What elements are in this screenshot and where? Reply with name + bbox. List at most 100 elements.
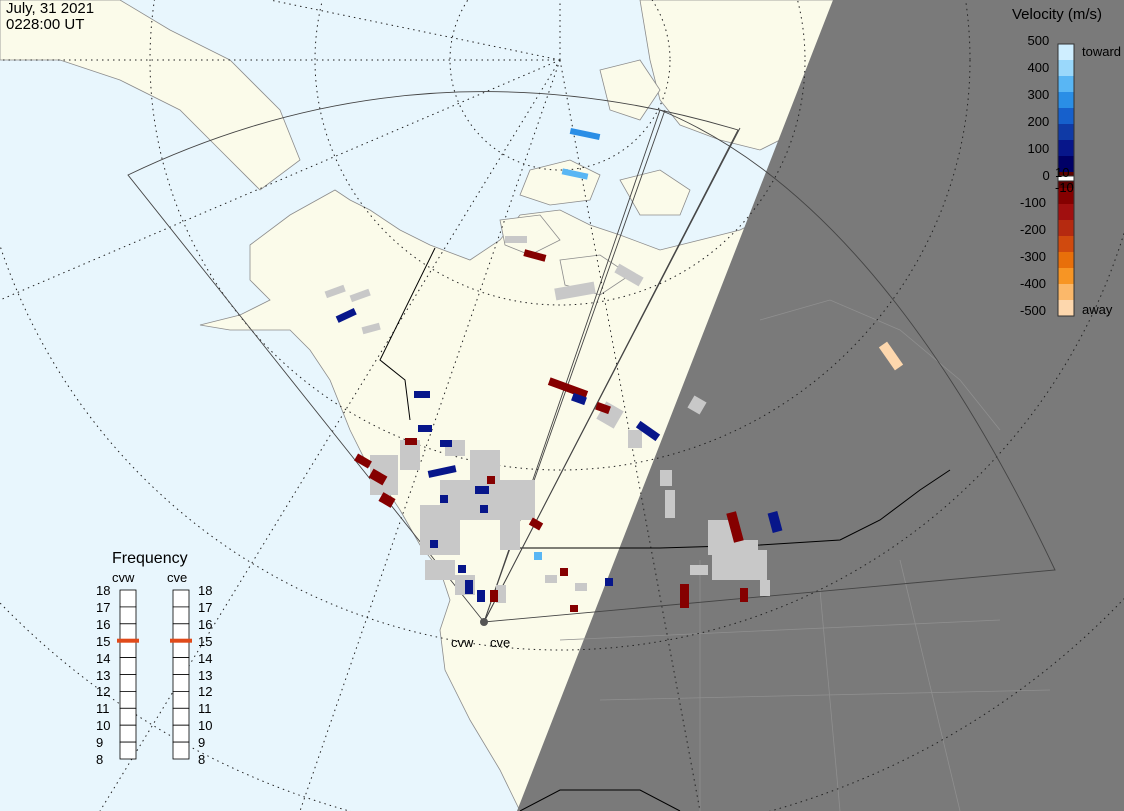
- frequency-tick-label: 12: [96, 684, 111, 700]
- colorbar-segment: [1058, 108, 1074, 125]
- colorbar-segment: [1058, 92, 1074, 109]
- velocity-tick-label: -100: [1020, 195, 1047, 210]
- velocity-tick-label: -400: [1020, 276, 1047, 291]
- frequency-gauge-cell: [119, 724, 137, 743]
- colorbar-segment: [1058, 60, 1074, 77]
- siberia: [0, 0, 301, 191]
- velocity-tick-label: 400: [1027, 60, 1050, 75]
- colorbar-segment: [1058, 236, 1074, 253]
- colorbar-segment: [1058, 44, 1074, 61]
- frequency-gauge-cell: [119, 623, 137, 642]
- arctic-island-1: [519, 159, 601, 206]
- freq-radar-cvw: cvw: [112, 570, 135, 585]
- frequency-tick-label: 11: [198, 701, 212, 717]
- night-terminator-region: [517, 0, 1124, 811]
- freq-radar-cve: cve: [167, 570, 188, 585]
- frequency-gauge-cell: [172, 724, 190, 743]
- frequency-tick-label: 13: [96, 667, 111, 683]
- frequency-tick-label: 17: [96, 599, 111, 615]
- velocity-scatter: [335, 127, 904, 612]
- toward-label: toward: [1082, 44, 1122, 59]
- frequency-tick-label: 17: [198, 599, 213, 615]
- frequency-tick-label: 9: [96, 735, 104, 751]
- colorbar-segment: [1058, 76, 1074, 93]
- frequency-tick-label: 14: [96, 650, 111, 666]
- velocity-tick-label: -200: [1020, 222, 1047, 237]
- frequency-tick-label: 15: [198, 633, 213, 649]
- time-label: 0228:00 UT: [6, 16, 85, 33]
- colorbar-segment: [1058, 188, 1074, 205]
- frequency-gauge-cell: [172, 741, 190, 760]
- velocity-tick-label: -500: [1020, 303, 1047, 318]
- frequency-gauge-cell: [119, 741, 137, 760]
- ground-scatter: [324, 236, 770, 603]
- night-region-borders: [559, 299, 1051, 811]
- inner-tick-plus: 10: [1055, 165, 1070, 180]
- radar-site-marker: [480, 618, 488, 626]
- velocity-scale-title: Velocity (m/s): [1012, 6, 1103, 23]
- colorbar-segment: [1058, 252, 1074, 269]
- frequency-gauge-cell: [172, 589, 190, 608]
- frequency-gauge-cell: [119, 674, 137, 692]
- frequency-tick-label: 15: [96, 633, 111, 649]
- frequency-tick-label: 16: [198, 616, 213, 632]
- velocity-tick-label: -300: [1020, 249, 1047, 264]
- velocity-tick-label: 200: [1027, 114, 1050, 129]
- radar-label-cvw: cvw: [451, 635, 474, 650]
- colorbar-zero-band: [1057, 175, 1075, 182]
- frequency-tick-label: 8: [96, 752, 104, 767]
- away-label: away: [1082, 302, 1113, 317]
- frequency-gauge-cell: [172, 640, 190, 659]
- cve-fov: [483, 109, 1056, 623]
- radar-label-cve: cve: [490, 635, 511, 650]
- frequency-title: Frequency: [112, 550, 188, 567]
- velocity-tick-label: 300: [1027, 87, 1050, 102]
- frequency-tick-label: 8: [198, 752, 206, 767]
- frequency-gauges: [117, 589, 192, 760]
- arctic-island-3: [619, 169, 691, 216]
- frequency-marker: [117, 638, 139, 643]
- frequency-tick-label: 9: [198, 735, 206, 751]
- frequency-gauge-cell: [119, 691, 137, 709]
- frequency-gauge-cell: [119, 606, 137, 625]
- velocity-colorbar: [1057, 43, 1075, 317]
- colorbar-segment: [1058, 220, 1074, 237]
- frequency-gauge-cell: [119, 707, 137, 726]
- colorbar-segment: [1058, 124, 1074, 141]
- frequency-tick-label: 18: [96, 583, 111, 598]
- frequency-tick-label: 18: [198, 583, 213, 598]
- arctic-island-2: [599, 59, 661, 121]
- colorbar-segment: [1058, 268, 1074, 285]
- frequency-gauge-cell: [172, 623, 190, 642]
- frequency-gauge-cell: [172, 657, 190, 675]
- frequency-tick-label: 11: [96, 701, 110, 717]
- frequency-tick-label: 10: [198, 718, 213, 734]
- frequency-tick-label: 12: [198, 684, 213, 700]
- colorbar-segment: [1058, 284, 1074, 301]
- colorbar-segment: [1058, 140, 1074, 157]
- frequency-gauge-cell: [172, 674, 190, 692]
- colorbar-segment: [1058, 204, 1074, 221]
- velocity-tick-label: 500: [1027, 33, 1050, 48]
- velocity-tick-label: 100: [1027, 141, 1050, 156]
- political-borders: [379, 247, 951, 811]
- frequency-gauge-cell: [172, 707, 190, 726]
- frequency-tick-label: 14: [198, 650, 213, 666]
- frequency-gauge-cell: [119, 657, 137, 675]
- radar-fov: [127, 91, 1056, 623]
- frequency-tick-label: 10: [96, 718, 111, 734]
- arctic-island-4: [499, 214, 561, 256]
- velocity-tick-label: 0: [1042, 168, 1050, 183]
- frequency-gauge-cell: [119, 640, 137, 659]
- frequency-tick-label: 16: [96, 616, 111, 632]
- colorbar-segment: [1058, 156, 1074, 173]
- frequency-gauge-cell: [172, 691, 190, 709]
- frequency-gauge-cell: [172, 606, 190, 625]
- frequency-gauge-cell: [119, 589, 137, 608]
- date-label: July, 31 2021: [6, 0, 95, 17]
- inner-tick-minus: -10: [1055, 180, 1074, 195]
- frequency-marker: [170, 638, 192, 643]
